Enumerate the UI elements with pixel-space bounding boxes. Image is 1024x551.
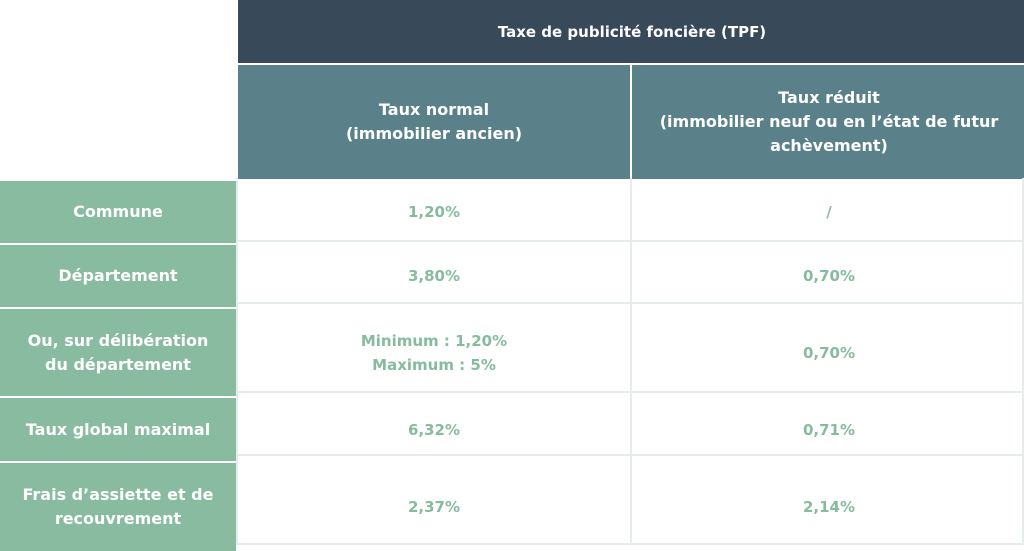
cell-deliberation-normal: Minimum : 1,20% Maximum : 5% xyxy=(238,309,630,396)
column-header-taux-normal: Taux normal (immobilier ancien) xyxy=(238,65,630,179)
grid-line-horizontal-1 xyxy=(236,240,1024,242)
grid-line-horizontal-4 xyxy=(236,454,1024,456)
cell-frais-assiette-reduit: 2,14% xyxy=(632,463,1024,551)
cell-commune-normal: 1,20% xyxy=(238,181,630,243)
grid-line-vertical-3 xyxy=(1022,178,1024,545)
table-main-header: Taxe de publicité foncière (TPF) xyxy=(238,0,1024,63)
cell-commune-reduit: / xyxy=(632,181,1024,243)
column-header-taux-reduit: Taux réduit (immobilier neuf ou en l’éta… xyxy=(632,65,1024,179)
grid-line-vertical-1 xyxy=(236,178,238,545)
row-header-commune: Commune xyxy=(0,181,236,243)
cell-frais-assiette-normal: 2,37% xyxy=(238,463,630,551)
cell-departement-normal: 3,80% xyxy=(238,245,630,307)
row-header-deliberation: Ou, sur délibération du département xyxy=(0,309,236,396)
cell-deliberation-reduit: 0,70% xyxy=(632,309,1024,396)
row-header-frais-assiette: Frais d’assiette et de recouvrement xyxy=(0,463,236,551)
table-corner-empty-2 xyxy=(0,65,236,179)
cell-departement-reduit: 0,70% xyxy=(632,245,1024,307)
cell-taux-global-normal: 6,32% xyxy=(238,398,630,461)
row-header-taux-global: Taux global maximal xyxy=(0,398,236,461)
cell-taux-global-reduit: 0,71% xyxy=(632,398,1024,461)
table-corner-empty xyxy=(0,0,236,63)
row-header-departement: Département xyxy=(0,245,236,307)
grid-line-vertical-2 xyxy=(630,178,632,545)
grid-line-horizontal-2 xyxy=(236,302,1024,304)
grid-line-horizontal-3 xyxy=(236,391,1024,393)
grid-line-horizontal-5 xyxy=(236,543,1024,545)
